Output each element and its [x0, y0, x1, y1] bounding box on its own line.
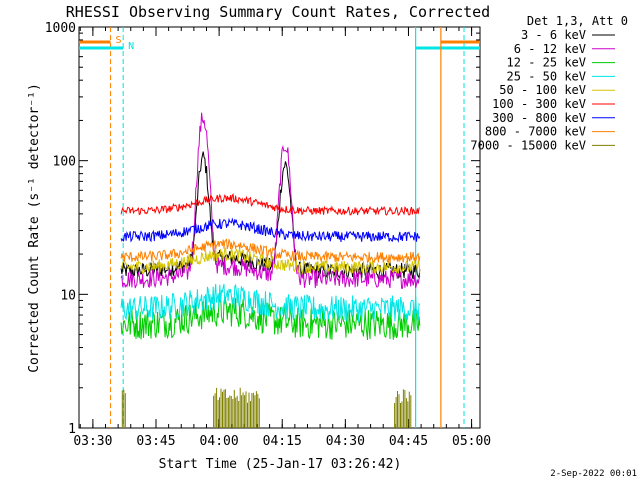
legend-label: 300 - 800 keV — [492, 111, 586, 125]
footer-date: 2-Sep-2022 00:01 — [550, 469, 637, 479]
series-line — [120, 217, 421, 243]
series-line — [120, 296, 421, 341]
y-axis-label: Corrected Count Rate (s⁻¹ detector⁻¹) — [27, 83, 42, 373]
chart-title: RHESSI Observing Summary Count Rates, Co… — [66, 3, 490, 21]
legend-label: 25 - 50 keV — [507, 69, 586, 83]
x-tick-label: 04:15 — [263, 434, 302, 449]
x-tick-label: 04:45 — [389, 434, 428, 449]
legend-label: 12 - 25 keV — [507, 56, 586, 70]
series-line — [120, 193, 421, 216]
x-tick-label: 03:45 — [136, 434, 175, 449]
series-line — [121, 387, 412, 428]
x-tick-label: 04:00 — [200, 434, 239, 449]
series-line — [120, 246, 421, 275]
series-line — [120, 283, 421, 323]
legend-header: Det 1,3, Att 0 — [527, 14, 628, 28]
flag-label: S — [116, 35, 122, 46]
y-tick-label: 1 — [68, 422, 76, 437]
series-line — [120, 238, 421, 264]
legend-label: 7000 - 15000 keV — [470, 138, 586, 152]
flag-label: N — [128, 41, 134, 52]
series-line — [120, 112, 421, 290]
x-tick-label: 04:30 — [326, 434, 365, 449]
y-tick-label: 10 — [60, 288, 76, 303]
x-tick-label: 03:30 — [73, 434, 112, 449]
plot-area: 1 10 100 1000 03:30 03:45 04:00 04:15 04:30 04:45… — [45, 21, 491, 449]
legend-label: 3 - 6 keV — [521, 28, 586, 42]
legend-label: 6 - 12 keV — [514, 42, 586, 56]
x-tick-label: 05:00 — [452, 434, 491, 449]
legend-label: 100 - 300 keV — [492, 97, 586, 111]
y-tick-label: 1000 — [45, 21, 76, 36]
y-tick-label: 100 — [53, 155, 76, 170]
legend-label: 50 - 100 keV — [499, 83, 586, 97]
x-axis-label: Start Time (25-Jan-17 03:26:42) — [159, 457, 402, 472]
plot-frame — [78, 26, 481, 429]
legend-label: 800 - 7000 keV — [485, 125, 586, 139]
